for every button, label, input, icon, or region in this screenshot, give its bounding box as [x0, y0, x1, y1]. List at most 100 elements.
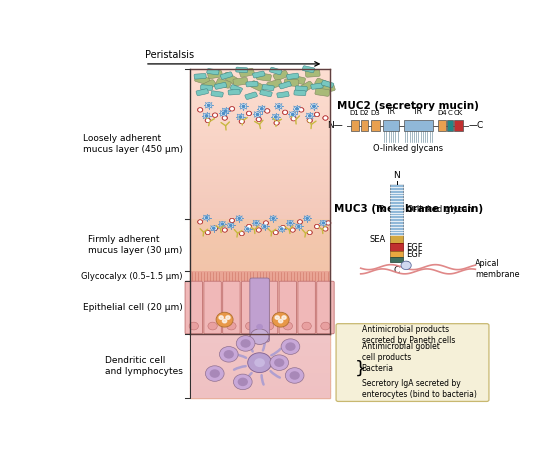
Bar [190, 302, 330, 306]
Circle shape [309, 231, 311, 234]
Bar [190, 86, 330, 89]
Circle shape [264, 225, 266, 228]
Circle shape [272, 218, 275, 219]
Circle shape [214, 114, 216, 116]
Text: EGF: EGF [407, 250, 423, 259]
Circle shape [224, 229, 226, 231]
Bar [190, 112, 330, 115]
Circle shape [286, 368, 304, 383]
Bar [190, 339, 330, 342]
Circle shape [265, 222, 267, 224]
FancyBboxPatch shape [320, 84, 335, 93]
FancyBboxPatch shape [233, 78, 248, 86]
FancyBboxPatch shape [195, 75, 210, 84]
Bar [190, 325, 330, 329]
Circle shape [316, 225, 318, 228]
FancyBboxPatch shape [277, 91, 289, 98]
Bar [190, 79, 330, 82]
Text: Glycocalyx (0.5–1.5 μm): Glycocalyx (0.5–1.5 μm) [81, 272, 182, 281]
Bar [390, 251, 403, 257]
Circle shape [282, 110, 288, 115]
Bar [190, 171, 330, 174]
Circle shape [346, 351, 349, 353]
FancyBboxPatch shape [201, 80, 216, 90]
Bar [190, 184, 330, 188]
Bar [190, 368, 330, 372]
Bar [190, 273, 330, 276]
Circle shape [205, 118, 210, 123]
Bar [190, 342, 330, 345]
Bar [190, 281, 330, 334]
Circle shape [220, 111, 227, 116]
Circle shape [189, 322, 198, 330]
Circle shape [281, 225, 286, 230]
Circle shape [241, 233, 243, 235]
Bar [190, 306, 330, 309]
FancyBboxPatch shape [279, 281, 296, 334]
Bar [438, 120, 446, 131]
Bar [190, 219, 330, 271]
Text: }: } [355, 359, 367, 378]
Circle shape [323, 116, 328, 120]
FancyBboxPatch shape [222, 73, 237, 84]
Circle shape [298, 225, 300, 228]
Circle shape [228, 223, 233, 228]
Circle shape [213, 227, 215, 229]
Circle shape [327, 222, 329, 224]
FancyBboxPatch shape [246, 81, 258, 87]
Circle shape [205, 115, 208, 117]
Bar [190, 181, 330, 184]
Bar [190, 73, 330, 76]
Circle shape [326, 221, 331, 225]
Bar [190, 230, 330, 234]
Circle shape [206, 103, 212, 108]
Bar [190, 217, 330, 220]
FancyBboxPatch shape [298, 281, 315, 334]
Circle shape [289, 222, 292, 224]
FancyBboxPatch shape [295, 86, 307, 91]
Circle shape [259, 106, 265, 112]
Circle shape [240, 104, 247, 109]
FancyBboxPatch shape [250, 278, 270, 342]
FancyBboxPatch shape [273, 70, 289, 81]
Bar [371, 120, 380, 131]
Circle shape [278, 319, 283, 323]
Circle shape [241, 339, 251, 348]
FancyBboxPatch shape [294, 90, 306, 96]
Circle shape [247, 228, 249, 230]
Bar [190, 243, 330, 246]
Circle shape [207, 231, 209, 234]
Circle shape [306, 218, 309, 219]
FancyBboxPatch shape [262, 84, 275, 91]
FancyBboxPatch shape [279, 81, 292, 89]
Circle shape [219, 316, 223, 319]
Circle shape [256, 228, 261, 232]
Bar [190, 283, 330, 286]
Bar [190, 253, 330, 257]
FancyBboxPatch shape [208, 70, 222, 78]
Circle shape [256, 113, 259, 116]
Circle shape [289, 371, 300, 380]
Circle shape [230, 218, 235, 223]
Text: TR: TR [386, 107, 396, 116]
Bar [390, 235, 403, 243]
Bar [190, 227, 330, 230]
Circle shape [199, 221, 201, 223]
Circle shape [238, 218, 241, 219]
Bar [190, 99, 330, 102]
FancyBboxPatch shape [216, 78, 231, 88]
Circle shape [206, 217, 208, 218]
FancyBboxPatch shape [222, 281, 240, 334]
Circle shape [254, 112, 261, 117]
Text: D4: D4 [437, 110, 447, 116]
Circle shape [197, 107, 203, 112]
Circle shape [213, 226, 218, 230]
Circle shape [296, 108, 298, 110]
FancyBboxPatch shape [284, 79, 299, 86]
Bar [190, 76, 330, 79]
Bar [190, 395, 330, 398]
Text: EGF: EGF [407, 243, 423, 252]
Bar [190, 260, 330, 263]
FancyBboxPatch shape [253, 71, 265, 78]
Bar [190, 122, 330, 125]
